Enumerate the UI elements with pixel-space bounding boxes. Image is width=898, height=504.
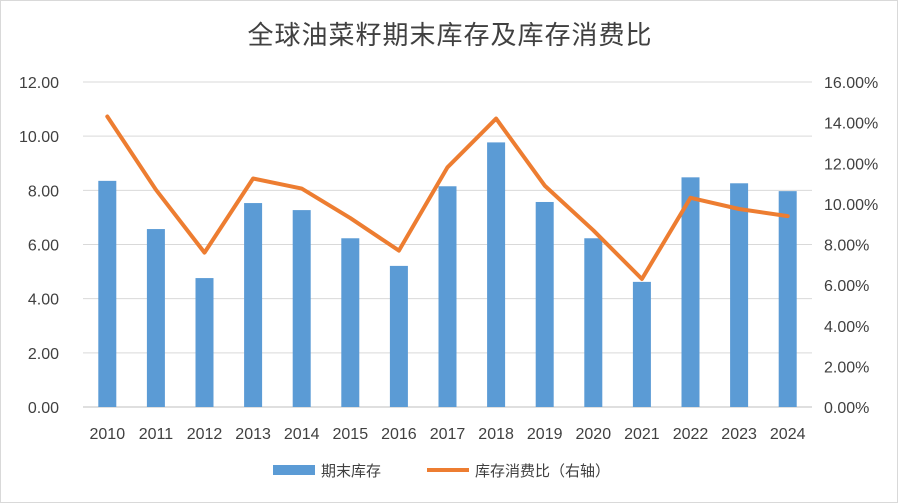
y-left-tick-label: 8.00 — [28, 183, 59, 200]
chart-title: 全球油菜籽期末库存及库存消费比 — [247, 21, 653, 51]
series-line — [105, 114, 790, 281]
y-left-tick-label: 0.00 — [28, 400, 59, 417]
bar — [681, 177, 700, 407]
y-right-tick-label: 8.00% — [824, 238, 869, 255]
y-right-tick-label: 4.00% — [824, 319, 869, 336]
bar — [146, 229, 165, 407]
x-tick-label: 2019 — [527, 426, 563, 443]
bar — [341, 238, 360, 407]
bar — [195, 278, 214, 407]
x-tick-label: 2013 — [235, 426, 271, 443]
y-right-tick-label: 12.00% — [824, 156, 878, 173]
bar — [98, 180, 117, 407]
x-tick-label: 2018 — [478, 426, 514, 443]
legend-label-bar: 期末库存 — [321, 462, 381, 480]
bar — [487, 142, 506, 408]
y-right-tick-label: 14.00% — [824, 116, 878, 133]
x-tick-label: 2021 — [624, 426, 660, 443]
y-left-tick-label: 10.00 — [19, 129, 59, 146]
x-tick-label: 2011 — [139, 426, 174, 443]
bar — [778, 191, 797, 407]
y-right-tick-label: 10.00% — [824, 197, 878, 214]
x-tick-label: 2016 — [381, 426, 417, 443]
x-tick-label: 2022 — [673, 426, 709, 443]
x-tick-label: 2014 — [284, 426, 320, 443]
bar — [584, 238, 603, 407]
y-right-tick-label: 16.00% — [824, 75, 878, 92]
x-tick-label: 2010 — [90, 426, 126, 443]
bar — [730, 183, 749, 407]
x-tick-label: 2020 — [576, 426, 612, 443]
y-right-tick-label: 0.00% — [824, 400, 869, 417]
x-tick-label: 2012 — [187, 426, 223, 443]
bar — [292, 210, 311, 407]
bar — [632, 281, 651, 407]
legend-label-line: 库存消费比（右轴） — [475, 462, 610, 480]
x-tick-label: 2024 — [770, 426, 806, 443]
bar — [244, 203, 263, 407]
y-left-tick-label: 4.00 — [28, 292, 59, 309]
y-left-tick-label: 2.00 — [28, 346, 59, 363]
x-tick-label: 2017 — [430, 426, 466, 443]
x-tick-label: 2015 — [333, 426, 369, 443]
bar — [535, 201, 554, 407]
y-left-tick-label: 6.00 — [28, 238, 59, 255]
bar — [389, 265, 408, 407]
bar — [438, 186, 457, 407]
y-left-tick-label: 12.00 — [19, 75, 59, 92]
x-tick-label: 2023 — [721, 426, 757, 443]
legend-swatch-bar — [273, 465, 315, 475]
y-right-tick-label: 2.00% — [824, 359, 869, 376]
y-right-tick-label: 6.00% — [824, 278, 869, 295]
